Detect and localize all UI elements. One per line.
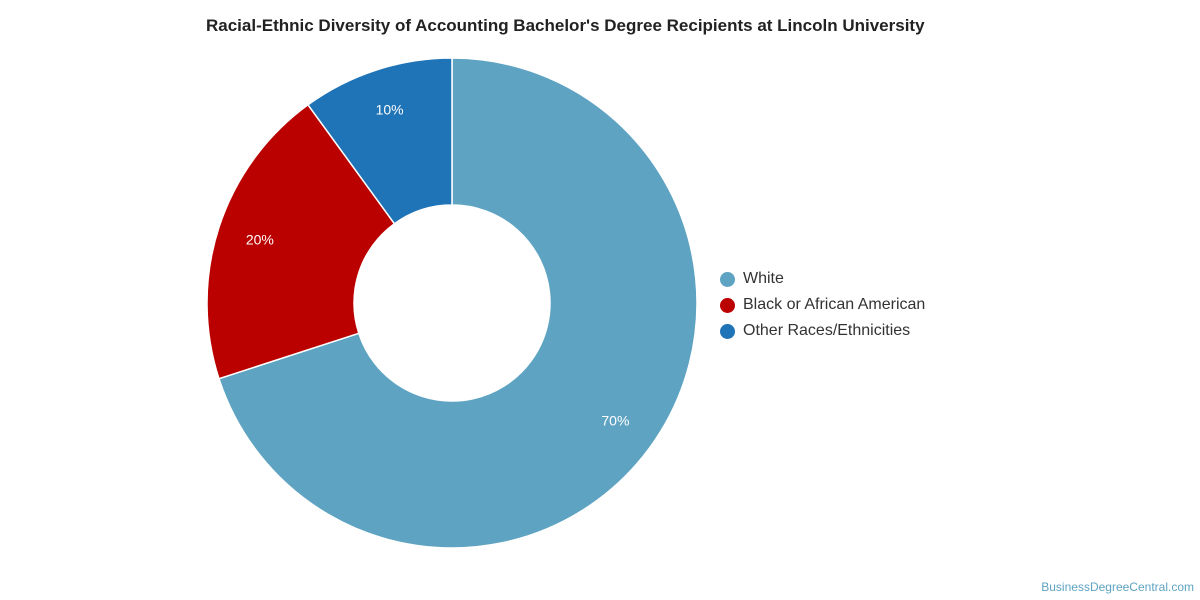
slice-labels: 70% 20% 10% <box>246 102 630 429</box>
legend-swatch-black-or-african-american <box>720 297 735 313</box>
legend: White Black or African American Other Ra… <box>720 266 925 344</box>
legend-label-black-or-african-american: Black or African American <box>743 296 926 313</box>
legend-swatch-other-races-ethnicities <box>720 323 735 339</box>
data-label-black-or-african-american: 20% <box>246 231 274 247</box>
donut-slice-black-or-african-american[interactable] <box>206 103 396 380</box>
legend-item-other-races-ethnicities[interactable]: Other Races/Ethnicities <box>720 318 925 344</box>
legend-label-white: White <box>743 270 784 287</box>
legend-item-black-or-african-american[interactable]: Black or African American <box>720 292 925 318</box>
watermark[interactable]: BusinessDegreeCentral.com <box>1041 580 1194 594</box>
data-label-white: 70% <box>601 412 629 428</box>
donut-slice-white[interactable] <box>218 57 698 549</box>
legend-item-white[interactable]: White <box>720 266 925 292</box>
data-label-other-races-ethnicities: 10% <box>376 102 404 118</box>
donut-slice-other-races-ethnicities[interactable] <box>306 57 453 225</box>
donut-slices <box>206 57 698 549</box>
legend-label-other-races-ethnicities: Other Races/Ethnicities <box>743 322 911 339</box>
legend-swatch-white <box>720 271 735 287</box>
chart-title: Racial-Ethnic Diversity of Accounting Ba… <box>206 16 925 35</box>
